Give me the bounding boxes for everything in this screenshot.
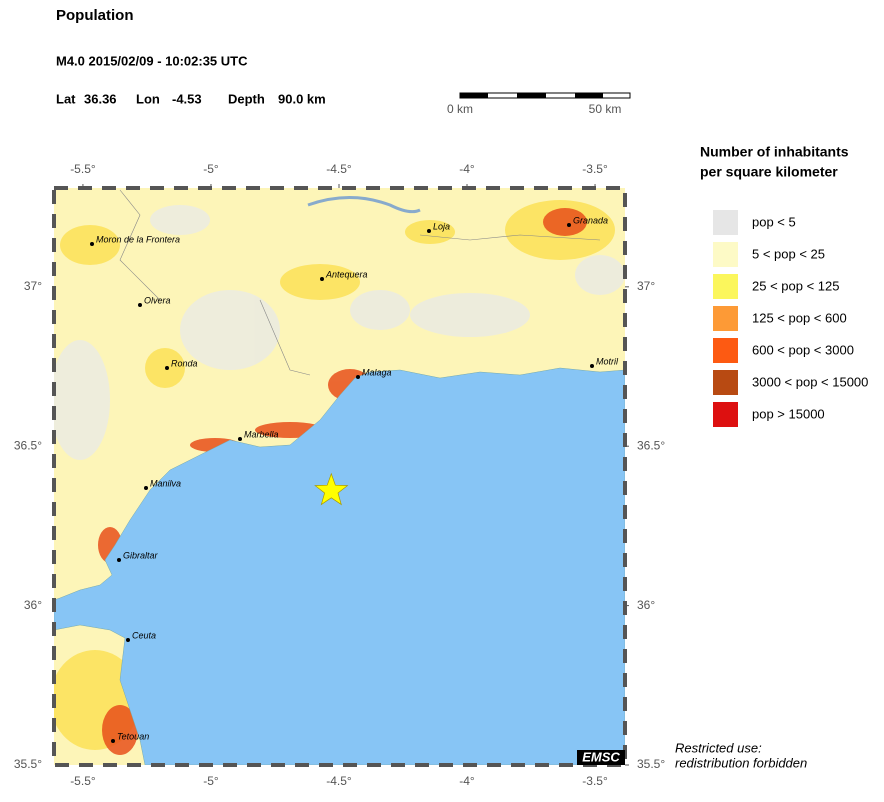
city-dot <box>90 242 94 246</box>
city-dot <box>238 437 242 441</box>
y-tick-label: 37° <box>637 279 655 293</box>
city-label: Tetouan <box>117 731 149 741</box>
y-tick-label: 36° <box>24 598 42 612</box>
city-dot <box>567 223 571 227</box>
legend-label: pop < 5 <box>752 214 796 229</box>
legend-swatch <box>713 242 738 267</box>
x-tick-label: -4° <box>459 162 475 176</box>
x-tick-label: -3.5° <box>582 162 608 176</box>
legend-swatch <box>713 402 738 427</box>
legend-title: Number of inhabitants <box>700 144 849 160</box>
lat-value: 36.36 <box>84 91 117 106</box>
y-tick-label: 36.5° <box>637 438 665 452</box>
lon-label: Lon <box>136 91 160 106</box>
city-label: Manilva <box>150 478 181 488</box>
city-label: Marbella <box>244 429 279 439</box>
y-tick-label: 35.5° <box>14 757 42 771</box>
y-tick-label: 36° <box>637 598 655 612</box>
city-label: Antequera <box>325 269 368 279</box>
city-dot <box>126 638 130 642</box>
city-dot <box>590 364 594 368</box>
scale-end: 50 km <box>589 102 622 116</box>
y-tick-label: 36.5° <box>14 438 42 452</box>
legend-title: per square kilometer <box>700 164 838 180</box>
city-dot <box>117 558 121 562</box>
lat-label: Lat <box>56 91 76 106</box>
city-label: Motril <box>596 356 619 366</box>
map-area <box>54 188 625 765</box>
depth-value: 90.0 km <box>278 91 326 106</box>
x-tick-label: -5° <box>203 774 219 788</box>
legend-swatch <box>713 210 738 235</box>
x-tick-label: -5.5° <box>70 774 96 788</box>
city-dot <box>427 229 431 233</box>
badge-bg <box>577 750 625 765</box>
x-tick-label: -4.5° <box>326 774 352 788</box>
scale-bar <box>459 92 631 99</box>
epicenter <box>314 472 349 506</box>
legend-swatch <box>713 370 738 395</box>
lon-value: -4.53 <box>172 91 202 106</box>
x-tick-label: -5° <box>203 162 219 176</box>
city-dot <box>144 486 148 490</box>
scale-start: 0 km <box>447 102 473 116</box>
legend-swatch <box>713 306 738 331</box>
city-dot <box>165 366 169 370</box>
x-tick-label: -3.5° <box>582 774 608 788</box>
y-tick-label: 35.5° <box>637 757 665 771</box>
notice: Restricted use: <box>675 740 762 755</box>
legend-label: pop > 15000 <box>752 406 825 421</box>
city-label: Moron de la Frontera <box>96 234 180 244</box>
legend-label: 3000 < pop < 15000 <box>752 374 868 389</box>
legend-label: 5 < pop < 25 <box>752 246 825 261</box>
y-tick-label: 37° <box>24 279 42 293</box>
title: Population <box>56 7 134 24</box>
city-label: Granada <box>573 215 608 225</box>
city-dot <box>356 375 360 379</box>
city-label: Ceuta <box>132 630 156 640</box>
city-label: Gibraltar <box>123 550 159 560</box>
legend-label: 25 < pop < 125 <box>752 278 839 293</box>
notice: redistribution forbidden <box>675 755 807 770</box>
city-dot <box>111 739 115 743</box>
x-tick-label: -4° <box>459 774 475 788</box>
city-label: Ronda <box>171 358 198 368</box>
x-tick-label: -4.5° <box>326 162 352 176</box>
badge: EMSC <box>582 749 620 764</box>
city-label: Loja <box>433 221 450 231</box>
event-info: M4.0 2015/02/09 - 10:02:35 UTC <box>56 53 248 68</box>
depth-label: Depth <box>228 91 265 106</box>
x-tick-label: -5.5° <box>70 162 96 176</box>
legend-label: 600 < pop < 3000 <box>752 342 854 357</box>
city-label: Olvera <box>144 295 171 305</box>
legend-swatch <box>713 274 738 299</box>
city-dot <box>138 303 142 307</box>
legend-label: 125 < pop < 600 <box>752 310 847 325</box>
legend-swatch <box>713 338 738 363</box>
city-dot <box>320 277 324 281</box>
city-label: Malaga <box>362 367 392 377</box>
